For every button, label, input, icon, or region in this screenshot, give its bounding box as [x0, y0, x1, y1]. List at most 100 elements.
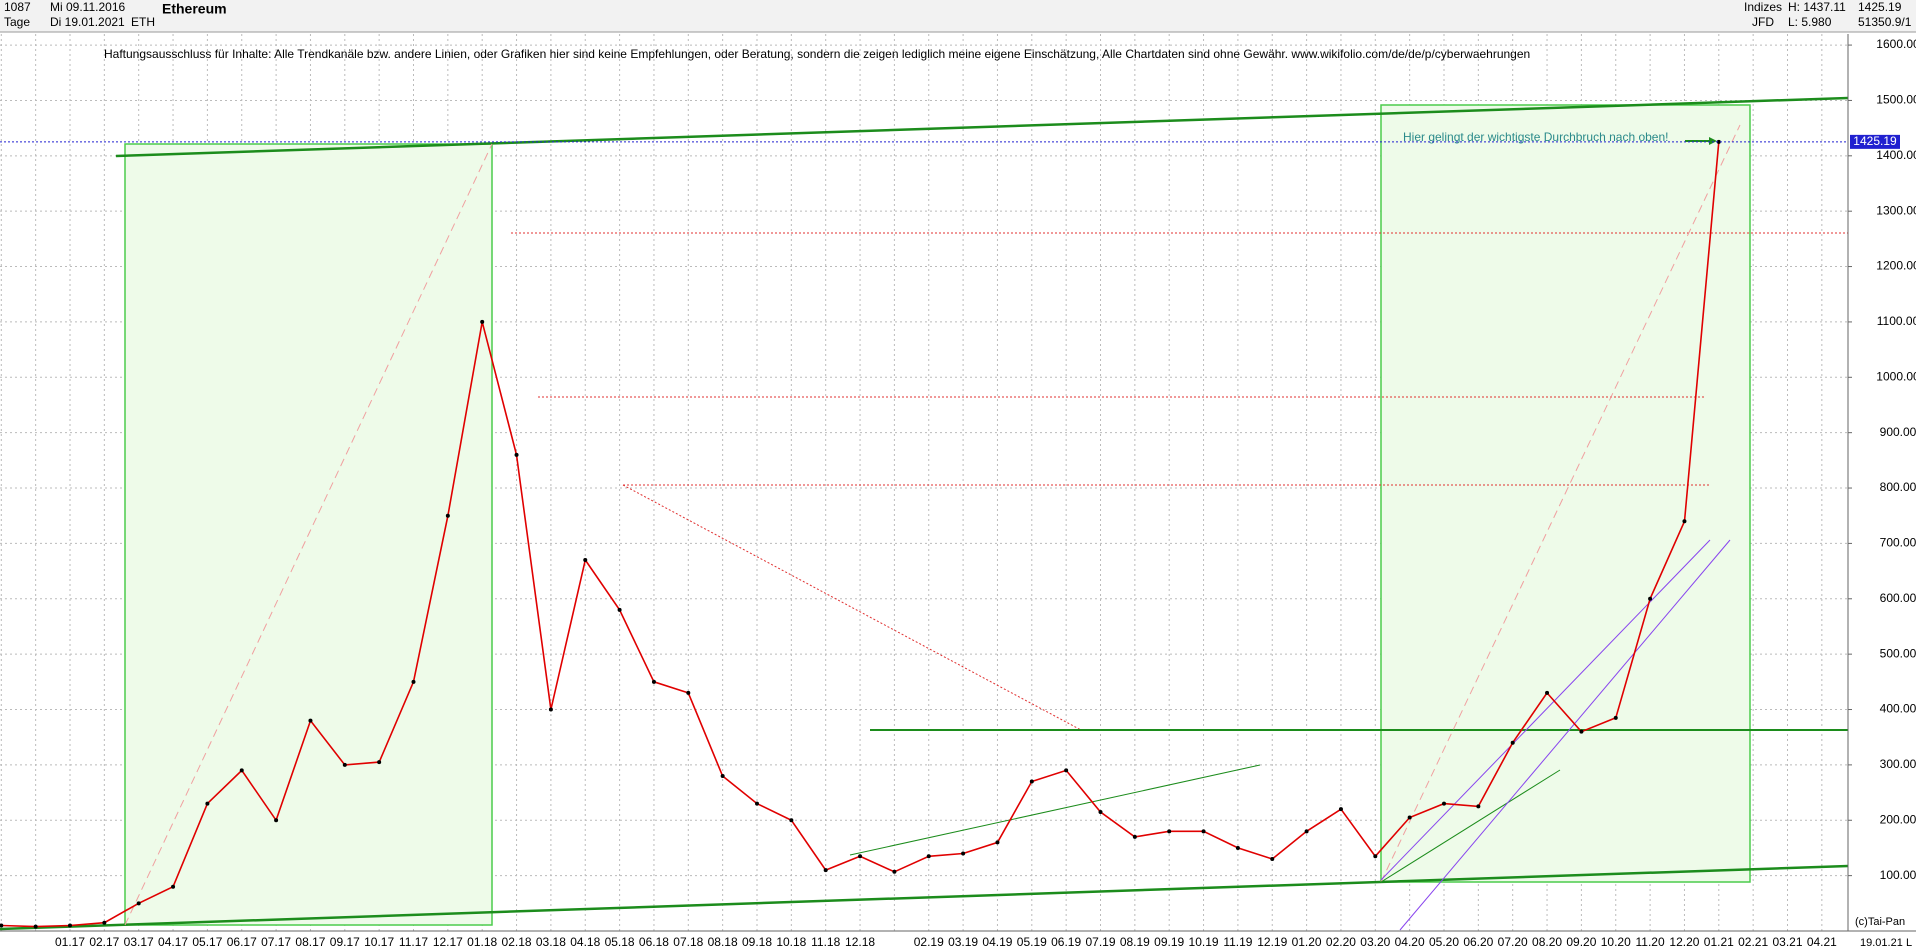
price-point [961, 851, 966, 856]
price-point [0, 923, 4, 928]
trend-line [115, 96, 1849, 158]
bar-count[interactable]: 1087 [4, 0, 31, 14]
x-tick-label: 12.20 [1669, 935, 1699, 949]
last-price-box [1850, 134, 1900, 149]
price-point [548, 707, 553, 712]
header-bar [0, 0, 1916, 32]
x-tick-label: 02.17 [89, 935, 119, 949]
price-point [1167, 829, 1172, 834]
x-tick-label: 12.19 [1257, 935, 1287, 949]
price-point [1545, 690, 1550, 695]
x-tick-label: 05.20 [1429, 935, 1459, 949]
price-point [171, 884, 176, 889]
price-point [480, 319, 485, 324]
x-tick-label: 09.19 [1154, 935, 1184, 949]
scale-mode[interactable]: L [1906, 937, 1912, 949]
x-tick-label: 11.17 [399, 935, 428, 949]
price-point [136, 901, 141, 906]
last: 1425.19 [1858, 0, 1902, 14]
x-tick-label: 06.17 [227, 935, 257, 949]
price-point [1476, 804, 1481, 809]
price-point [1338, 807, 1343, 812]
price-point [1407, 815, 1412, 820]
x-tick-label: 03.20 [1360, 935, 1390, 949]
group: Indizes [1744, 0, 1782, 14]
x-tick-label: 10.20 [1601, 935, 1631, 949]
x-tick-label: 07.20 [1498, 935, 1528, 949]
price-point [1304, 829, 1309, 834]
y-tick-label: 1500.00 [1876, 93, 1916, 107]
channel-line [1399, 539, 1731, 931]
x-tick-label: 01.21 [1704, 935, 1734, 949]
x-tick-label: 09.17 [330, 935, 360, 949]
price-point [274, 818, 279, 823]
price-point [926, 854, 931, 859]
price-point [1029, 779, 1034, 784]
y-tick-label: 1600.00 [1876, 37, 1916, 51]
price-point [377, 760, 382, 765]
price-point [239, 768, 244, 773]
x-tick-label: 11.20 [1636, 935, 1665, 949]
price-point [308, 718, 313, 723]
price-point [1235, 845, 1240, 850]
disclaimer: Haftungsausschluss für Inhalte: Alle Tre… [104, 47, 1530, 61]
trend-line [849, 764, 1261, 856]
x-tick-label: 07.18 [673, 935, 703, 949]
y-tick-label: 600.00 [1880, 591, 1916, 605]
price-point [823, 868, 828, 873]
x-tick-label: 05.19 [1017, 935, 1047, 949]
x-tick-label: 08.17 [295, 935, 325, 949]
date-from[interactable]: Mi 09.11.2016 [50, 0, 125, 14]
price-point [411, 679, 416, 684]
plot [0, 139, 1721, 929]
x-tick-label: 04.19 [982, 935, 1012, 949]
y-tick-label: 200.00 [1880, 812, 1916, 826]
price-point [514, 452, 519, 457]
price-point [1201, 829, 1206, 834]
price-point [1442, 801, 1446, 806]
x-tick-label: 08.20 [1532, 935, 1562, 949]
x-tick-label: 04.17 [158, 935, 188, 949]
trend-line [124, 143, 493, 926]
x-tick-label: 11.19 [1223, 935, 1252, 949]
price-point [651, 679, 656, 684]
copyright: (c)Tai-Pan [1855, 916, 1905, 928]
price-point [445, 513, 450, 518]
price-point [1682, 519, 1687, 524]
x-tick-label: 04.20 [1395, 935, 1425, 949]
price-point [617, 607, 622, 612]
price-point [1373, 854, 1378, 859]
trend-line [0, 864, 1849, 931]
x-tick-label: 03.21 [1772, 935, 1802, 949]
price-point [1716, 139, 1721, 144]
instrument-name: Ethereum [162, 1, 227, 17]
y-tick-label: 1200.00 [1876, 259, 1916, 273]
y-tick-label: 800.00 [1880, 480, 1916, 494]
price-point [33, 924, 38, 929]
high: H: 1437.11 [1788, 0, 1846, 14]
volume: 51350.9/1 [1858, 15, 1912, 29]
price-point [789, 818, 794, 823]
y-tick-label: 100.00 [1880, 868, 1916, 882]
x-tick-label: 10.19 [1189, 935, 1219, 949]
price-point [205, 801, 210, 806]
price-point [1064, 768, 1069, 773]
y-tick-label: 700.00 [1880, 536, 1916, 550]
y-tick-label: 1300.00 [1876, 203, 1916, 217]
y-tick-label: 300.00 [1880, 757, 1916, 771]
x-tick-label: 02.19 [914, 935, 944, 949]
price-point [755, 801, 759, 806]
x-tick-label: 04.21 [1807, 935, 1837, 949]
source: JFD [1752, 15, 1774, 29]
x-tick-label: 12.18 [845, 935, 875, 949]
channel-line [1380, 539, 1711, 881]
date-to[interactable]: Di 19.01.2021 [50, 15, 125, 29]
price-point [720, 773, 725, 778]
price-point [583, 558, 588, 563]
x-tick-label: 02.21 [1738, 935, 1768, 949]
x-tick-label: 06.18 [639, 935, 669, 949]
period-unit[interactable]: Tage [4, 15, 30, 29]
price-point [342, 762, 347, 767]
x-tick-label: 10.17 [364, 935, 394, 949]
